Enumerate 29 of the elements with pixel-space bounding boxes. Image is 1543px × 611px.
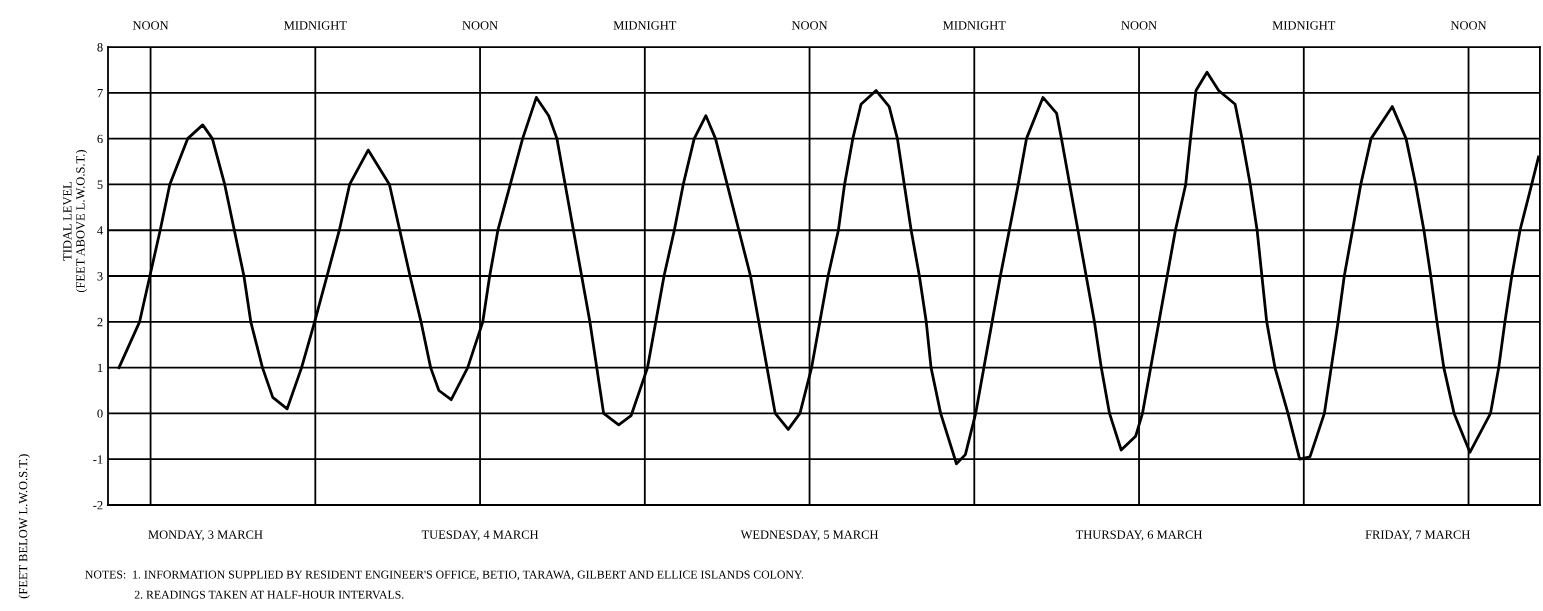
ref-line-label: MIDNIGHT bbox=[1272, 21, 1336, 30]
y-tick-label: 3 bbox=[97, 272, 103, 281]
y-tick-label: 7 bbox=[97, 88, 103, 98]
x-tick-label: THURSDAY, 6 MARCH bbox=[1075, 530, 1203, 541]
x-tick-label: WEDNESDAY, 5 MARCH bbox=[740, 530, 879, 541]
ref-line-label: MIDNIGHT bbox=[613, 21, 677, 30]
ref-line-label: NOON bbox=[1121, 21, 1157, 30]
text: (FEET BELOW L.W.O.S.T.) bbox=[18, 454, 30, 599]
ref-line-label: NOON bbox=[791, 21, 828, 30]
y-tick-label: 1 bbox=[98, 363, 103, 372]
text: NOTES: 1. INFORMATION SUPPLIED BY RESIDENT ENGINEER'S OFFICE, BETIO, TARAWA, GILBERT AND ELLICE ISLANDS COLONY. bbox=[85, 570, 804, 581]
y-tick-label: 5 bbox=[97, 180, 103, 189]
text: 2. READINGS TAKEN AT HALF-HOUR INTERVALS. bbox=[134, 590, 404, 599]
y-tick-label: 8 bbox=[97, 43, 103, 52]
ref-line-label: NOON bbox=[1450, 21, 1487, 30]
y-tick-label: 6 bbox=[97, 134, 103, 144]
y-tick-label: 0 bbox=[97, 409, 103, 418]
ref-line-label: MIDNIGHT bbox=[943, 21, 1006, 30]
ref-line-label: NOON bbox=[132, 21, 169, 30]
x-tick-label: MONDAY, 3 MARCH bbox=[148, 530, 263, 541]
y-tick-label: -1 bbox=[93, 455, 103, 464]
y-tick-label: 4 bbox=[97, 226, 103, 235]
x-tick-label: TUESDAY, 4 MARCH bbox=[421, 530, 539, 541]
x-tick-label: FRIDAY, 7 MARCH bbox=[1365, 530, 1470, 541]
y-tick-label: 2 bbox=[97, 317, 103, 327]
y-axis-title: TIDAL LEVEL (FEET ABOVE L.W.O.S.T.) bbox=[63, 150, 88, 293]
y-tick-label: -2 bbox=[93, 501, 103, 510]
ref-line-label: MIDNIGHT bbox=[284, 21, 347, 30]
ref-line-label: NOON bbox=[462, 21, 498, 30]
